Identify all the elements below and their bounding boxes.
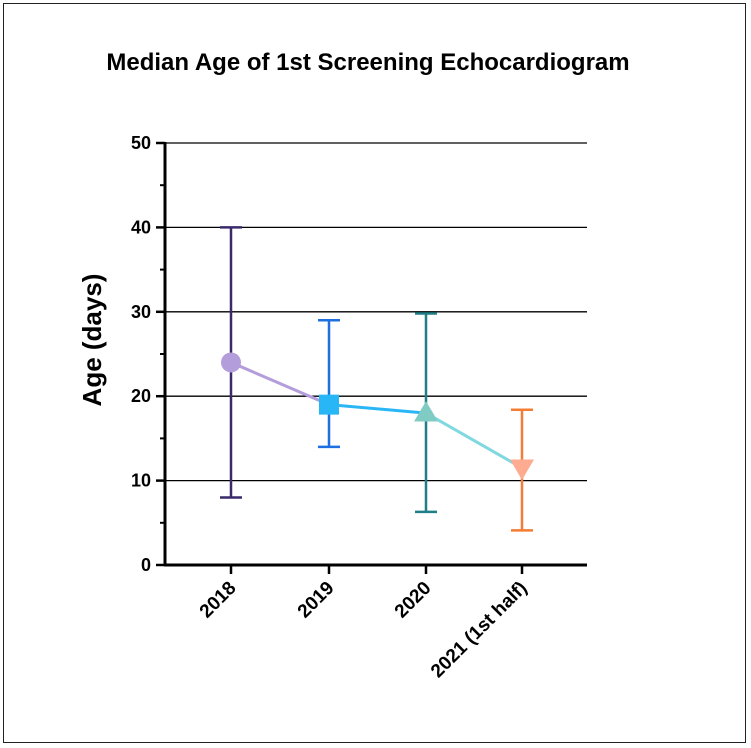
y-axis-label: Age (days)	[77, 274, 107, 407]
connector-line	[230, 361, 330, 407]
chart-title: Median Age of 1st Screening Echocardiogr…	[106, 49, 629, 76]
y-tick-label: 40	[131, 217, 151, 237]
error-bar-2019	[318, 318, 340, 449]
x-tick-label: 2019	[294, 578, 339, 623]
x-tick-label: 2018	[196, 578, 241, 623]
median-connectors	[230, 361, 523, 470]
x-tick-label: 2021 (1st half)	[427, 578, 531, 682]
y-tick-label: 0	[141, 555, 151, 575]
median-marker-2020	[414, 401, 438, 422]
median-marker-2019	[319, 394, 339, 415]
connector-line	[328, 403, 427, 415]
median-marker-2021 (1st half)	[510, 459, 534, 480]
y-tick-label: 30	[131, 302, 151, 322]
y-ticks: 0 10 20 30 40 50	[131, 133, 165, 575]
median-marker-2018	[221, 352, 241, 373]
y-tick-label: 50	[131, 133, 151, 153]
connector-line	[425, 411, 523, 470]
median-markers	[221, 352, 534, 480]
y-tick-label: 20	[131, 386, 151, 406]
chart-frame	[3, 3, 746, 743]
gridlines	[165, 142, 587, 482]
x-tick-label: 2020	[391, 578, 436, 623]
y-tick-label: 10	[131, 471, 151, 491]
